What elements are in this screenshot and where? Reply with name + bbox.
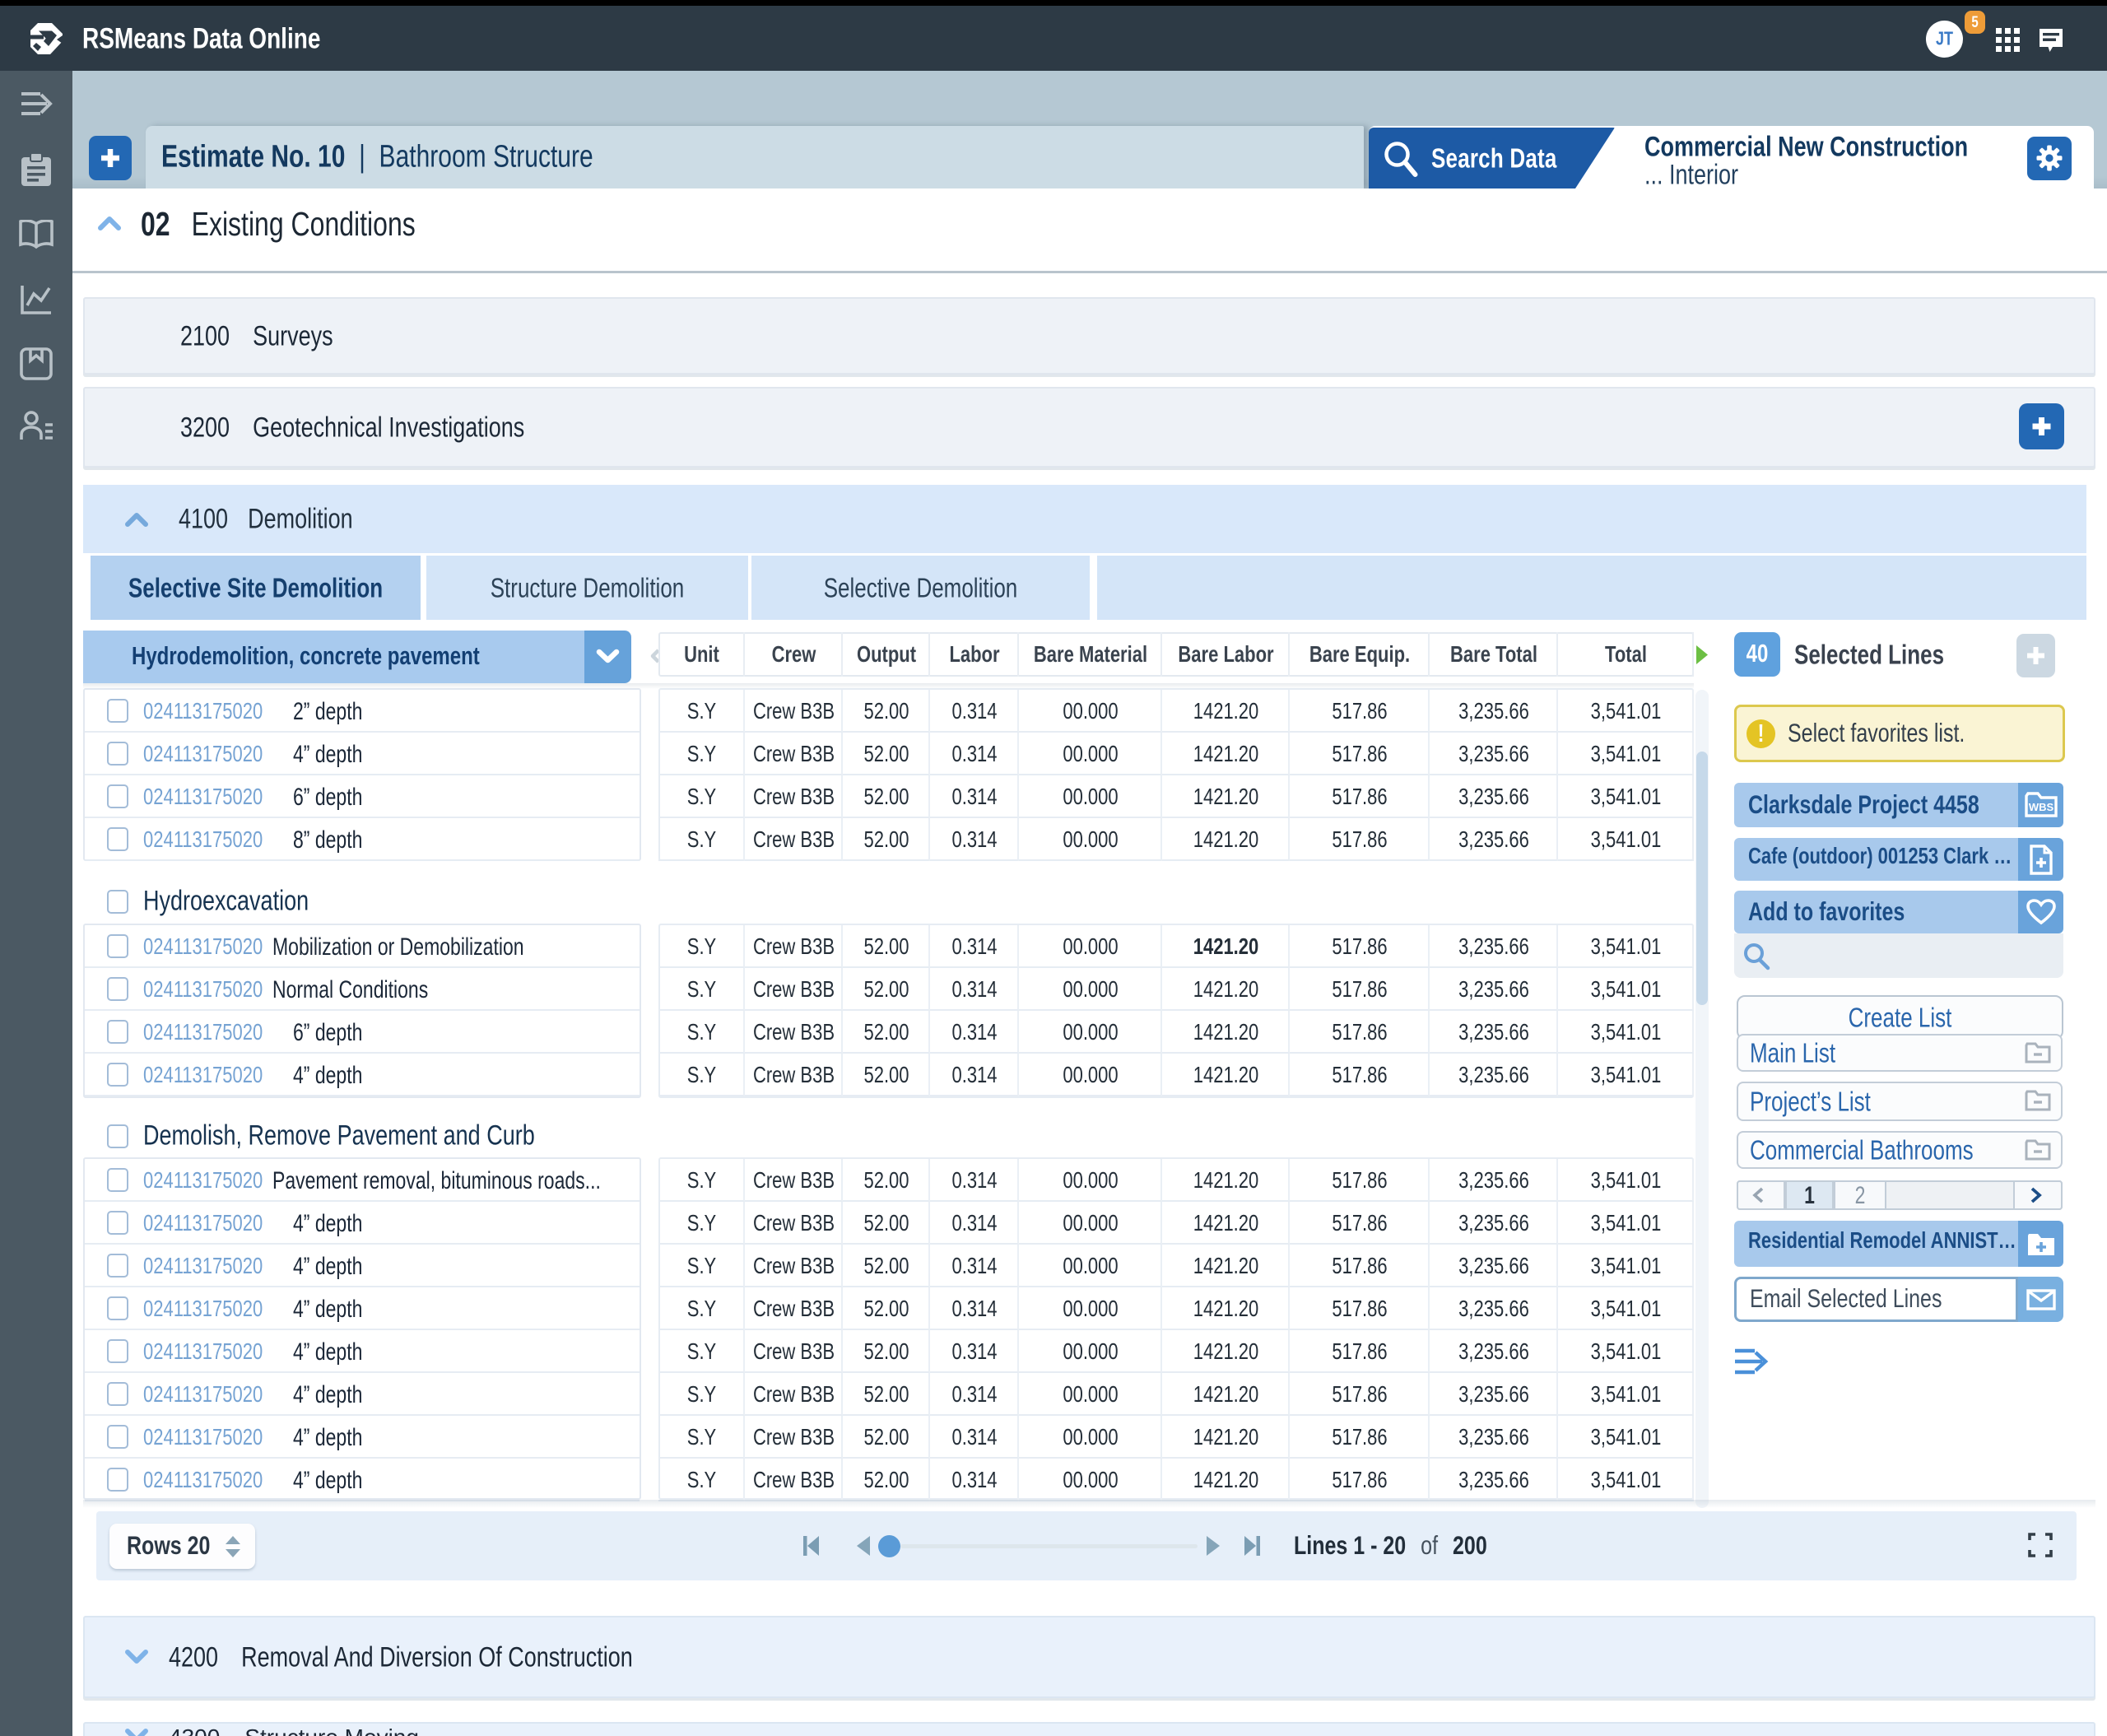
svg-text:WBS: WBS <box>2029 801 2054 813</box>
